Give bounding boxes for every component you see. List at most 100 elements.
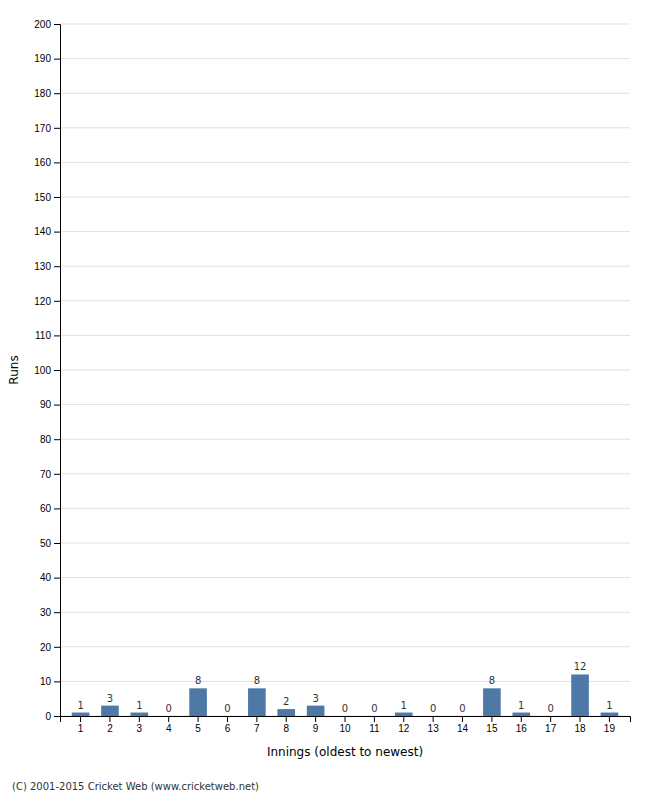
y-tick: 150	[34, 192, 60, 203]
data-labels: 13108082300100810121	[77, 661, 612, 714]
grid-line	[60, 162, 630, 163]
bar	[219, 716, 237, 717]
y-tick-label: 170	[34, 123, 51, 134]
grid-line	[60, 266, 630, 267]
x-tick-label: 1	[78, 723, 84, 734]
y-tick: 80	[40, 434, 60, 445]
y-tick: 180	[34, 88, 60, 99]
x-tick-mark	[433, 716, 434, 722]
y-tick-label: 80	[40, 434, 52, 445]
grid-line	[60, 93, 630, 94]
chart: 0102030405060708090100110120130140150160…	[0, 0, 650, 800]
y-tick-mark	[54, 474, 60, 475]
y-tick-mark	[54, 405, 60, 406]
y-tick: 30	[40, 607, 60, 618]
grid-line	[60, 646, 630, 647]
y-tick-mark	[54, 612, 60, 613]
bar	[366, 716, 384, 717]
y-tick-mark	[54, 716, 60, 717]
y-tick-label: 30	[40, 607, 52, 618]
y-tick-mark	[54, 266, 60, 267]
bar	[131, 713, 149, 716]
y-tick-label: 60	[40, 503, 52, 514]
x-tick-label: 10	[339, 723, 351, 734]
y-tick: 130	[34, 261, 60, 272]
bar	[248, 688, 266, 716]
grid-line	[60, 231, 630, 232]
x-tick-label: 6	[225, 723, 231, 734]
x-tick-label: 11	[369, 723, 380, 734]
y-tick: 60	[40, 503, 60, 514]
y-tick-mark	[54, 162, 60, 163]
y-tick-label: 190	[34, 53, 51, 64]
grid-line	[60, 681, 630, 682]
x-axis-title: Innings (oldest to newest)	[267, 745, 423, 759]
bar	[601, 713, 619, 716]
y-tick-label: 10	[40, 676, 52, 687]
y-tick-mark	[54, 439, 60, 440]
y-tick-mark	[54, 681, 60, 682]
x-tick-mark	[256, 716, 257, 722]
x-tick-mark	[315, 716, 316, 722]
y-tick-label: 100	[34, 365, 51, 376]
x-tick-label: 13	[428, 723, 440, 734]
y-tick-label: 50	[40, 538, 52, 549]
y-tick-mark	[54, 93, 60, 94]
y-tick-label: 0	[45, 711, 51, 722]
x-tick-label: 12	[398, 723, 410, 734]
data-label: 1	[606, 700, 612, 711]
grid-line	[60, 543, 630, 544]
grid-line	[60, 370, 630, 371]
x-tick: 9	[313, 716, 319, 734]
y-tick-mark	[54, 59, 60, 60]
data-label: 0	[459, 703, 465, 714]
y-tick-label: 140	[34, 226, 51, 237]
y-tick-label: 200	[34, 19, 51, 30]
x-tick-mark	[550, 716, 551, 722]
y-tick-mark	[54, 232, 60, 233]
data-label: 0	[166, 703, 172, 714]
y-axis: 0102030405060708090100110120130140150160…	[34, 19, 60, 722]
x-axis-line	[61, 717, 631, 723]
data-label: 3	[107, 693, 113, 704]
grid-line	[60, 508, 630, 509]
x-tick: 12	[398, 716, 410, 734]
x-tick: 18	[574, 716, 586, 734]
y-tick-mark	[54, 301, 60, 302]
bar	[454, 716, 472, 717]
y-tick-label: 110	[35, 330, 51, 341]
x-tick-label: 3	[137, 723, 143, 734]
data-label: 1	[518, 700, 524, 711]
x-tick: 1	[78, 716, 84, 734]
data-label: 3	[312, 693, 318, 704]
y-tick-mark	[54, 508, 60, 509]
y-tick-label: 40	[40, 572, 52, 583]
x-tick-label: 4	[166, 723, 172, 734]
x-tick-label: 16	[516, 723, 528, 734]
y-axis-title: Runs	[7, 355, 21, 384]
x-tick: 4	[166, 716, 172, 734]
y-tick: 20	[40, 642, 60, 653]
y-tick-mark	[54, 335, 60, 336]
bar	[512, 713, 530, 716]
bar	[72, 713, 90, 716]
grid-line	[60, 24, 630, 25]
y-tick: 40	[40, 572, 60, 583]
y-tick-label: 180	[34, 88, 51, 99]
y-tick: 10	[40, 676, 60, 687]
x-tick: 14	[457, 716, 469, 734]
y-tick: 90	[40, 399, 60, 410]
data-label: 0	[371, 703, 377, 714]
bar	[424, 716, 442, 717]
x-tick-mark	[286, 716, 287, 722]
data-label: 8	[195, 675, 201, 686]
x-tick-mark	[139, 716, 140, 722]
y-tick-label: 130	[34, 261, 51, 272]
x-axis: 12345678910111213141516171819	[61, 716, 631, 734]
bar	[160, 716, 178, 717]
x-tick: 17	[545, 716, 557, 734]
bar	[336, 716, 354, 717]
y-tick: 0	[45, 711, 60, 722]
x-tick: 10	[339, 716, 351, 734]
data-label: 0	[342, 703, 348, 714]
